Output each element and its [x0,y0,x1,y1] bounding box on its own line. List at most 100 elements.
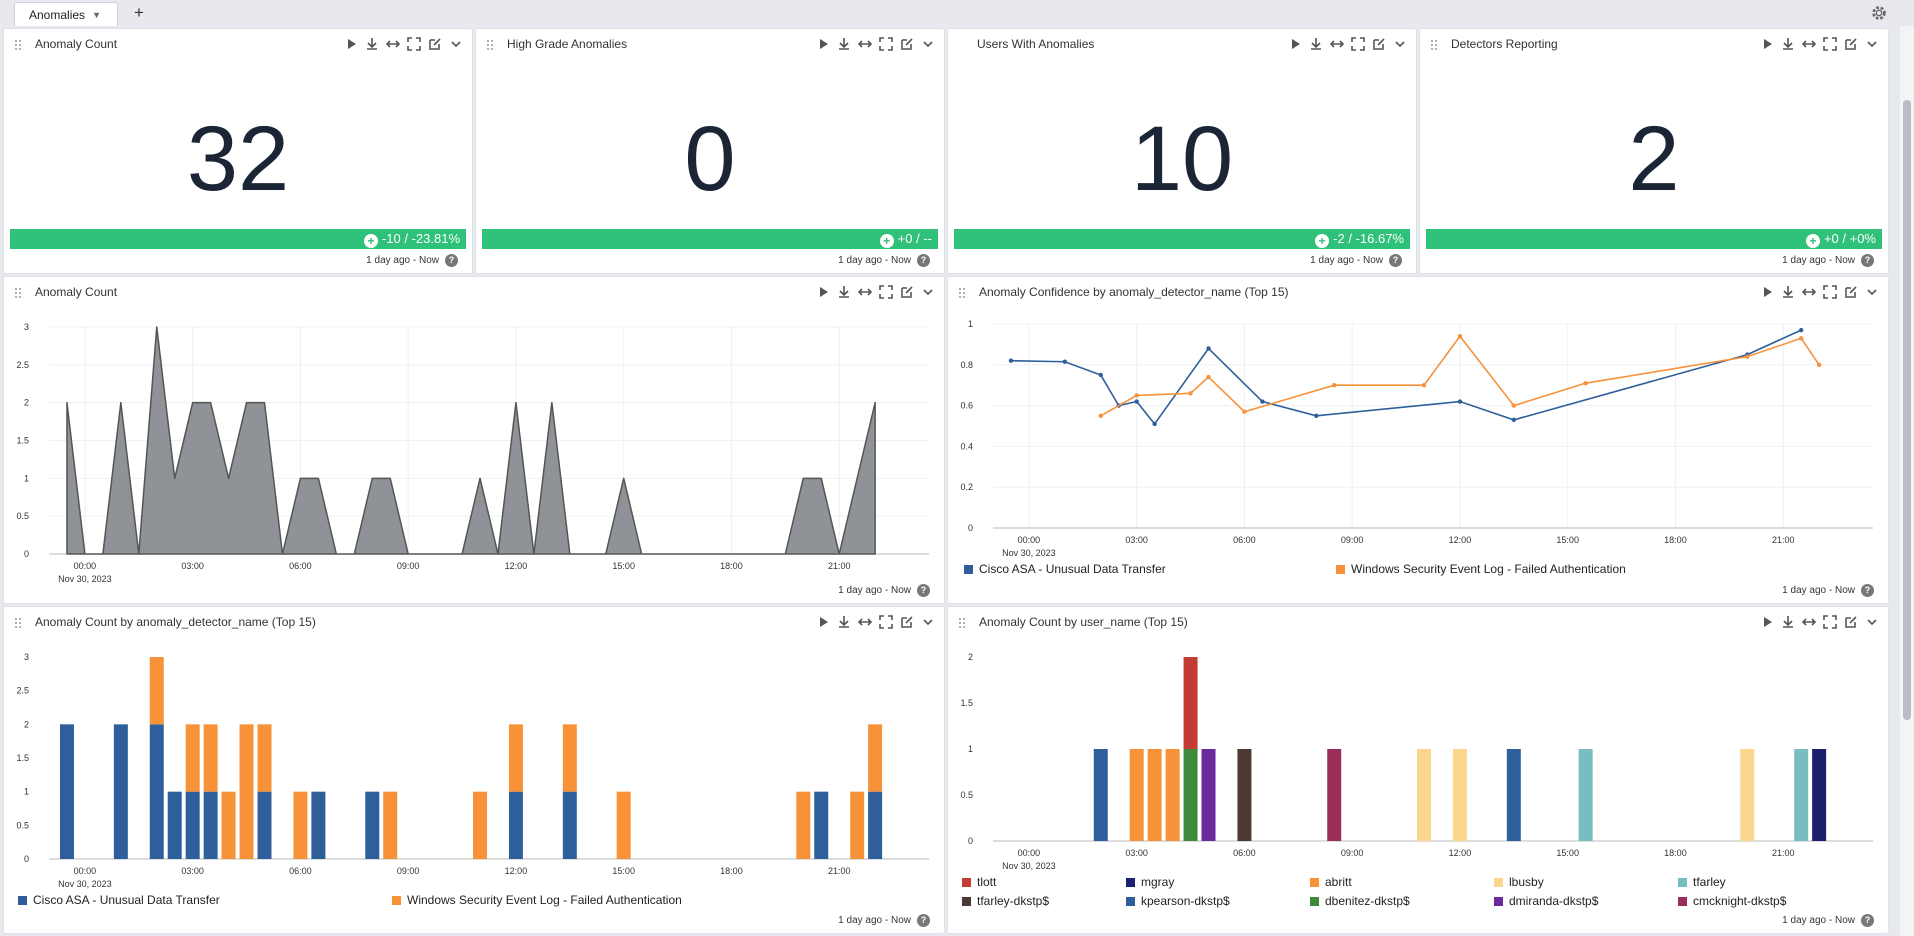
fullscreen-icon[interactable] [406,36,422,52]
legend-item[interactable]: Cisco ASA - Unusual Data Transfer [964,562,1166,576]
bar-segment[interactable] [59,724,74,859]
help-icon[interactable]: ? [1861,584,1874,597]
play-icon[interactable] [1759,284,1775,300]
line-point[interactable] [1816,362,1822,367]
legend-item[interactable]: dbenitez-dkstp$ [1310,894,1410,908]
legend-item[interactable]: Windows Security Event Log - Failed Auth… [1336,562,1626,576]
help-icon[interactable]: ? [1861,914,1874,927]
bar-segment[interactable] [796,791,811,859]
help-icon[interactable]: ? [917,914,930,927]
fullscreen-icon[interactable] [1822,36,1838,52]
bar-segment[interactable] [257,724,272,792]
bar-segment[interactable] [1237,749,1252,841]
legend-item[interactable]: kpearson-dkstp$ [1126,894,1230,908]
bar-segment[interactable] [1578,749,1593,841]
edit-icon[interactable] [899,284,915,300]
bar-segment[interactable] [850,791,865,859]
legend-item[interactable]: tfarley [1678,875,1726,889]
bar-segment[interactable] [473,791,488,859]
bar-segment[interactable] [868,724,883,792]
bar-segment[interactable] [562,791,577,859]
line-point[interactable] [1062,359,1068,364]
fullscreen-icon[interactable] [1822,284,1838,300]
line-point[interactable] [1098,413,1103,418]
expand-horizontal-icon[interactable] [1801,614,1817,630]
line-point[interactable] [1332,383,1337,388]
bar-segment[interactable] [113,724,128,859]
legend-item[interactable]: Windows Security Event Log - Failed Auth… [392,893,682,907]
bar-segment[interactable] [1812,749,1827,841]
bar-segment[interactable] [1165,749,1180,841]
bar-segment[interactable] [508,791,523,859]
line-point[interactable] [1798,327,1804,333]
drag-handle-icon[interactable] [14,287,22,299]
chevron-down-icon[interactable] [920,284,936,300]
expand-horizontal-icon[interactable] [857,36,873,52]
bar-segment[interactable] [167,791,182,859]
drag-handle-icon[interactable] [486,39,494,51]
bar-segment[interactable] [1129,749,1144,841]
play-icon[interactable] [1759,614,1775,630]
help-icon[interactable]: ? [1861,254,1874,267]
download-icon[interactable] [1308,36,1324,52]
line-point[interactable] [1188,391,1193,396]
expand-horizontal-icon[interactable] [1801,284,1817,300]
line-point[interactable] [1511,417,1517,423]
line-point[interactable] [1745,354,1750,359]
expand-horizontal-icon[interactable] [857,614,873,630]
chevron-down-icon[interactable] [1864,614,1880,630]
play-icon[interactable] [815,614,831,630]
line-series[interactable] [1010,329,1802,426]
legend-item[interactable]: mgray [1126,875,1174,889]
drag-handle-icon[interactable] [958,287,966,299]
chevron-down-icon[interactable] [920,614,936,630]
edit-icon[interactable] [1843,36,1859,52]
bar-segment[interactable] [1327,749,1342,841]
line-point[interactable] [1583,380,1588,386]
bar-segment[interactable] [814,791,829,859]
line-point[interactable] [1206,346,1211,351]
bar-segment[interactable] [1740,749,1755,841]
line-point[interactable] [1421,383,1427,388]
expand-horizontal-icon[interactable] [857,284,873,300]
legend-item[interactable]: dmiranda-dkstp$ [1494,894,1598,908]
bar-segment[interactable] [1452,749,1467,841]
bar-segment[interactable] [257,791,272,859]
play-icon[interactable] [815,36,831,52]
bar-segment[interactable] [149,657,164,725]
area-series[interactable] [66,326,876,555]
bar-segment[interactable] [149,724,164,859]
line-point[interactable] [1260,399,1265,404]
bar-segment[interactable] [1201,749,1216,841]
help-icon[interactable]: ? [917,254,930,267]
chevron-down-icon[interactable] [448,36,464,52]
bar-segment[interactable] [1417,749,1432,841]
help-icon[interactable]: ? [917,584,930,597]
bar-segment[interactable] [293,791,308,859]
legend-item[interactable]: lbusby [1494,875,1544,889]
bar-segment[interactable] [1183,749,1198,841]
edit-icon[interactable] [1843,614,1859,630]
bar-segment[interactable] [1147,749,1162,841]
line-point[interactable] [1098,372,1103,378]
help-icon[interactable]: ? [1389,254,1402,267]
chevron-down-icon[interactable] [920,36,936,52]
chevron-down-icon[interactable] [1864,36,1880,52]
legend-item[interactable]: tfarley-dkstp$ [962,894,1049,908]
bar-segment[interactable] [185,724,200,792]
bar-segment[interactable] [1093,749,1108,841]
drag-handle-icon[interactable] [14,39,22,51]
edit-icon[interactable] [899,614,915,630]
bar-segment[interactable] [203,791,218,859]
legend-item[interactable]: cmcknight-dkstp$ [1678,894,1786,908]
add-tab-button[interactable]: + [134,3,144,22]
help-icon[interactable]: ? [445,254,458,267]
line-point[interactable] [1798,336,1804,341]
expand-horizontal-icon[interactable] [1801,36,1817,52]
fullscreen-icon[interactable] [878,614,894,630]
fullscreen-icon[interactable] [1822,614,1838,630]
line-point[interactable] [1152,421,1157,427]
line-point[interactable] [1008,358,1014,363]
bar-segment[interactable] [203,724,218,792]
edit-icon[interactable] [899,36,915,52]
